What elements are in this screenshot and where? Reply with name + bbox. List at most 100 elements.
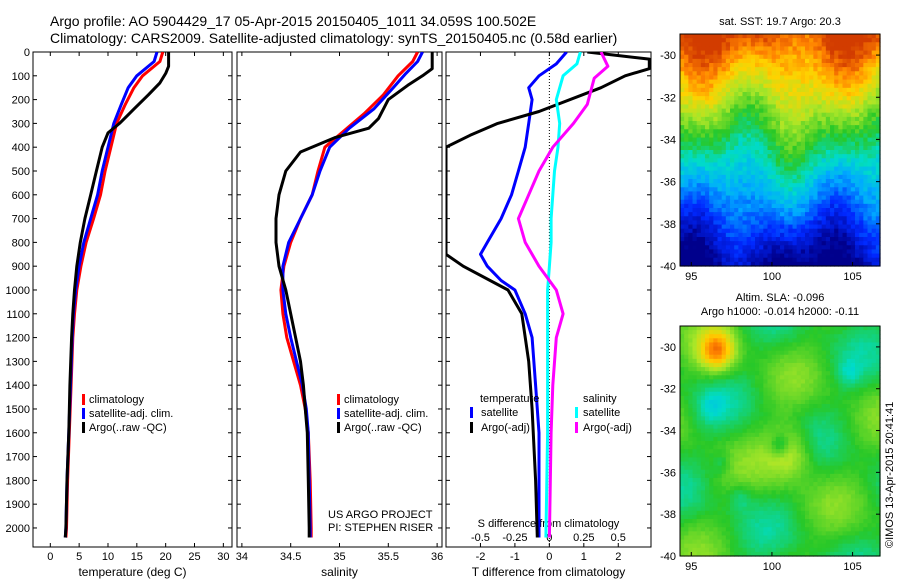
map-cell — [709, 330, 714, 335]
map-cell — [821, 249, 827, 255]
map-cell — [863, 203, 869, 209]
map-cell — [867, 253, 873, 259]
map-cell — [784, 477, 789, 483]
map-cell — [859, 371, 864, 376]
map-cell — [746, 220, 752, 226]
map-cell — [817, 445, 823, 450]
map-cell — [821, 67, 827, 72]
map-cell — [721, 141, 727, 147]
map-cell — [830, 42, 835, 48]
map-cell — [767, 174, 773, 180]
map-cell — [825, 387, 831, 393]
map-cell — [830, 346, 835, 352]
map-cell — [834, 453, 839, 459]
map-cell — [713, 367, 719, 372]
map-cell — [830, 375, 835, 380]
map-cell — [742, 469, 748, 475]
map-cell — [821, 133, 827, 139]
map-cell — [846, 71, 852, 77]
map-cell — [759, 424, 764, 430]
map-cell — [834, 220, 839, 226]
map-cell — [784, 137, 789, 143]
map-cell — [700, 465, 706, 471]
map-cell — [692, 342, 698, 348]
map-cell — [700, 416, 706, 422]
map-cell — [809, 424, 814, 430]
map-cell — [721, 87, 727, 93]
map-cell — [771, 133, 777, 139]
map-cell — [867, 38, 873, 43]
map-cell — [684, 391, 689, 397]
map-cell — [792, 158, 798, 164]
x-tick-label: 15 — [131, 551, 143, 563]
map-cell — [871, 391, 877, 397]
map-cell — [705, 92, 710, 97]
map-cell — [830, 63, 835, 68]
map-cell — [734, 326, 739, 331]
map-cell — [875, 133, 881, 139]
map-cell — [709, 494, 714, 500]
map-cell — [721, 350, 727, 356]
map-cell — [713, 187, 719, 193]
map-cell — [825, 420, 831, 426]
map-cell — [688, 457, 694, 463]
s-tick-label: -0.5 — [471, 532, 490, 544]
map-cell — [759, 375, 764, 380]
map-cell — [746, 482, 752, 487]
map-cell — [800, 408, 806, 413]
map-cell — [800, 129, 806, 135]
map-cell — [709, 362, 714, 368]
map-cell — [809, 404, 814, 409]
map-cell — [780, 391, 785, 397]
map-cell — [734, 461, 739, 467]
map-cell — [763, 150, 769, 155]
map-cell — [696, 449, 702, 454]
map-cell — [817, 54, 823, 60]
map-cell — [775, 224, 781, 230]
map-cell — [846, 469, 852, 475]
map-cell — [805, 220, 810, 226]
map-cell — [792, 387, 798, 393]
map-cell — [846, 477, 852, 483]
map-cell — [805, 477, 810, 483]
map-cell — [805, 449, 810, 454]
map-cell — [817, 424, 823, 430]
map-cell — [817, 237, 823, 242]
map-cell — [713, 203, 719, 209]
map-cell — [680, 145, 685, 151]
map-cell — [750, 158, 756, 164]
map-cell — [838, 358, 844, 364]
map-cell — [850, 46, 856, 52]
map-cell — [821, 162, 827, 168]
map-cell — [734, 179, 739, 184]
map-cell — [863, 232, 869, 238]
map-cell — [738, 71, 744, 77]
map-cell — [734, 391, 739, 397]
map-cell — [830, 92, 835, 97]
map-cell — [821, 87, 827, 93]
map-cell — [875, 83, 881, 89]
map-cell — [796, 342, 802, 348]
map-cell — [680, 83, 685, 89]
map-cell — [871, 158, 877, 164]
map-cell — [705, 494, 710, 500]
map-cell — [709, 469, 714, 475]
map-cell — [759, 63, 764, 68]
map-cell — [700, 183, 706, 188]
map-cell — [742, 50, 748, 56]
map-cell — [709, 162, 714, 168]
map-cell — [692, 249, 698, 255]
map-cell — [742, 358, 748, 364]
map-cell — [734, 482, 739, 487]
map-cell — [813, 490, 819, 495]
map-cell — [771, 465, 777, 471]
map-cell — [788, 358, 794, 364]
map-cell — [742, 326, 748, 331]
map-cell — [705, 449, 710, 454]
map-cell — [842, 449, 848, 454]
map-cell — [784, 367, 789, 372]
map-cell — [692, 129, 698, 135]
map-cell — [788, 137, 794, 143]
map-cell — [792, 67, 798, 72]
map-cell — [700, 199, 706, 205]
